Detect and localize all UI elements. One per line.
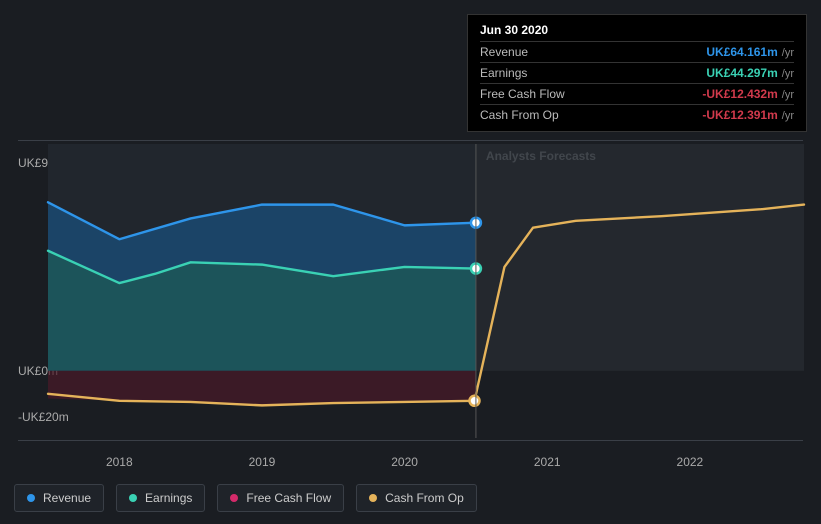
tooltip-value: UK£44.297m xyxy=(706,66,781,80)
tooltip-unit: /yr xyxy=(782,68,794,80)
tooltip-value: UK£64.161m xyxy=(706,45,781,59)
tooltip-value: -UK£12.432m xyxy=(702,87,781,101)
tooltip-row: Free Cash Flow-UK£12.432m/yr xyxy=(480,83,794,104)
tooltip-row: RevenueUK£64.161m/yr xyxy=(480,41,794,62)
financial-chart: UK£90mUK£0m-UK£20m 20182019202020212022 … xyxy=(0,0,821,524)
tooltip-label: Free Cash Flow xyxy=(480,87,702,101)
tooltip-unit: /yr xyxy=(782,47,794,59)
chart-tooltip: Jun 30 2020 RevenueUK£64.161m/yrEarnings… xyxy=(467,14,807,132)
tooltip-row: EarningsUK£44.297m/yr xyxy=(480,62,794,83)
tooltip-unit: /yr xyxy=(782,89,794,101)
tooltip-label: Cash From Op xyxy=(480,108,702,122)
tooltip-value: -UK£12.391m xyxy=(702,108,781,122)
tooltip-row: Cash From Op-UK£12.391m/yr xyxy=(480,104,794,125)
tooltip-label: Earnings xyxy=(480,66,706,80)
tooltip-date: Jun 30 2020 xyxy=(480,23,794,41)
tooltip-unit: /yr xyxy=(782,110,794,122)
tooltip-label: Revenue xyxy=(480,45,706,59)
